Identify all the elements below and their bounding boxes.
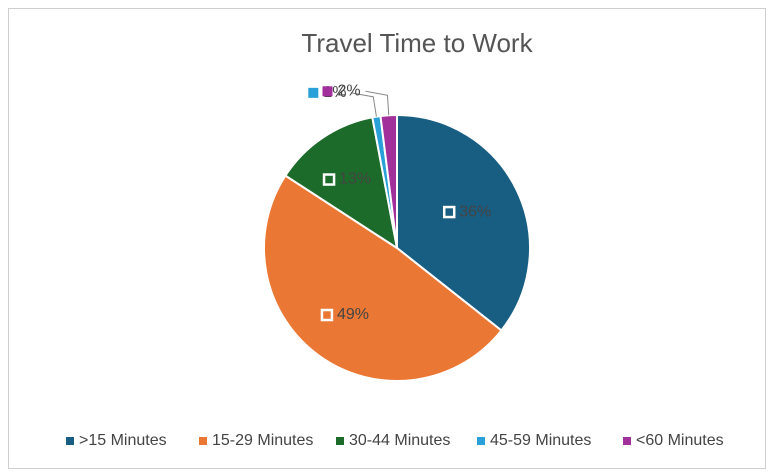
legend-key — [66, 437, 74, 445]
legend-key — [336, 437, 344, 445]
data-label: 13% — [339, 171, 371, 188]
label-key — [320, 308, 334, 322]
legend-label: 45-59 Minutes — [490, 432, 591, 449]
legend-label: <60 Minutes — [636, 432, 724, 449]
pie-slice — [284, 116, 399, 251]
pie-slice — [396, 113, 531, 332]
chart-title: Travel Time to Work — [301, 28, 533, 58]
label-key — [322, 173, 336, 186]
legend-label: 15-29 Minutes — [212, 432, 313, 449]
data-label: 2% — [337, 83, 360, 100]
data-label: 49% — [337, 306, 369, 323]
legend-label: 30-44 Minutes — [349, 432, 450, 449]
data-label: 36% — [459, 203, 491, 220]
label-key — [442, 205, 456, 219]
leader-line — [351, 92, 377, 117]
pie-slice — [263, 174, 503, 382]
legend-key — [199, 437, 207, 445]
label-key — [322, 86, 333, 97]
leader-line — [365, 90, 390, 116]
legend-key — [623, 437, 631, 445]
legend-label: >15 Minutes — [79, 432, 167, 449]
label-key — [308, 87, 319, 98]
legend-key — [477, 437, 485, 445]
